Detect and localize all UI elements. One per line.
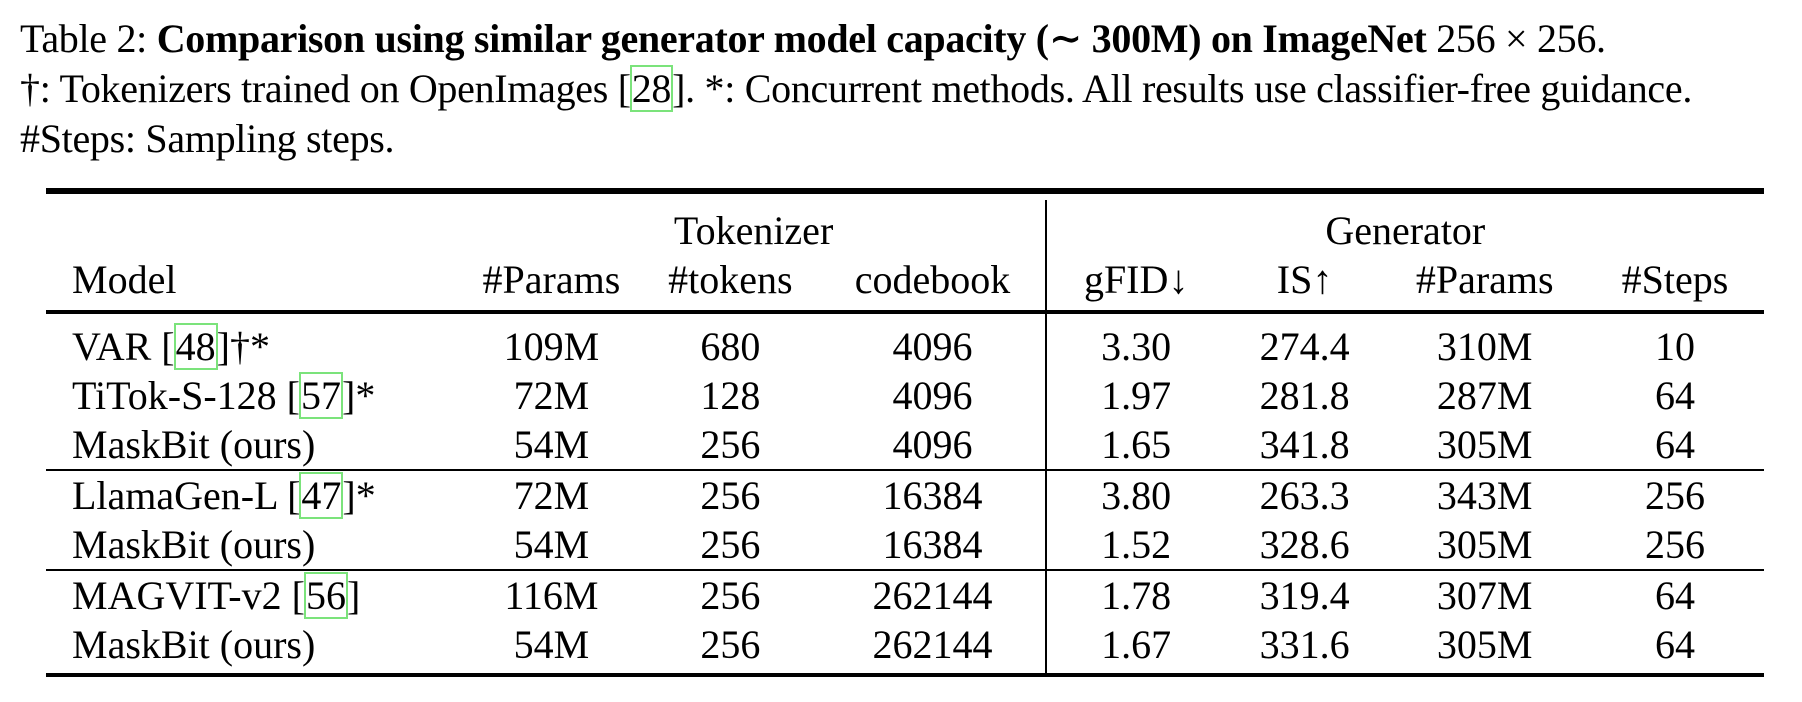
- steps-cell: 64: [1586, 620, 1764, 677]
- tokens-cell: 256: [640, 520, 821, 571]
- tokenizer-params-cell: 72M: [513, 473, 590, 518]
- codebook-cell: 262144: [820, 620, 1047, 677]
- caption-label: Table 2:: [20, 16, 147, 61]
- model-name-cell: MaskBit (ours): [46, 520, 463, 571]
- is-cell: 328.6: [1225, 520, 1384, 571]
- tokens-cell: 256: [640, 420, 821, 471]
- column-header-tokens: #tokens: [640, 255, 821, 314]
- generator-params-cell: 307M: [1436, 573, 1533, 618]
- codebook-cell: 4096: [820, 420, 1047, 471]
- steps-cell: 256: [1645, 473, 1706, 518]
- table-row: TiTok-S-128 [57]* 72M 128 4096 1.97 281.…: [46, 371, 1764, 420]
- caption-text-part1: †: Tokenizers trained on OpenImages [: [20, 66, 631, 111]
- column-header-generator-params: #Params: [1383, 255, 1587, 314]
- tokens-cell: 256: [700, 573, 761, 618]
- is-cell: 281.8: [1259, 373, 1350, 418]
- table-row: VAR [48]†* 109M 680 4096 3.30 274.4 310M…: [46, 312, 1764, 371]
- is-cell: 331.6: [1225, 620, 1384, 677]
- gfid-cell: 1.65: [1045, 420, 1226, 471]
- gfid-cell: 1.52: [1045, 520, 1226, 571]
- comparison-table: Tokenizer Generator Model #Params #token…: [46, 188, 1764, 677]
- is-cell: 263.3: [1259, 473, 1350, 518]
- gfid-cell: 3.30: [1101, 324, 1172, 369]
- gfid-cell: 1.97: [1101, 373, 1172, 418]
- column-header-is: IS↑: [1225, 255, 1384, 314]
- citation-link[interactable]: 57: [299, 372, 343, 419]
- model-name-cell: TiTok-S-128 [57]*: [72, 372, 376, 419]
- caption-resolution: 256 × 256.: [1436, 16, 1606, 61]
- model-name-cell: MAGVIT-v2 [56]: [72, 572, 361, 619]
- table-row: MaskBit (ours) 54M 256 4096 1.65 341.8 3…: [46, 420, 1764, 471]
- column-header-gfid: gFID↓: [1045, 255, 1226, 314]
- tokenizer-params-cell: 109M: [503, 324, 600, 369]
- codebook-cell: 16384: [820, 470, 1047, 520]
- column-header-tokenizer-params: #Params: [462, 255, 641, 314]
- tokenizer-params-cell: 54M: [462, 620, 641, 677]
- gfid-cell: 1.67: [1045, 620, 1226, 677]
- steps-cell: 64: [1655, 373, 1696, 418]
- is-cell: 341.8: [1225, 420, 1384, 471]
- caption-title: Comparison using similar generator model…: [156, 16, 1427, 61]
- group-header-generator: Generator: [1325, 208, 1486, 253]
- steps-cell: 64: [1655, 573, 1696, 618]
- citation-link[interactable]: 28: [629, 65, 674, 112]
- codebook-cell: 16384: [820, 520, 1047, 571]
- tokenizer-params-cell: 116M: [504, 573, 599, 618]
- tokenizer-params-cell: 54M: [462, 520, 641, 571]
- group-header-tokenizer: Tokenizer: [462, 200, 1047, 255]
- gfid-cell: 3.80: [1101, 473, 1172, 518]
- citation-link[interactable]: 48: [173, 323, 218, 370]
- is-cell: 319.4: [1259, 573, 1350, 618]
- codebook-cell: 262144: [820, 570, 1047, 620]
- steps-cell: 64: [1586, 420, 1764, 471]
- table-row: MaskBit (ours) 54M 256 262144 1.67 331.6…: [46, 620, 1764, 677]
- codebook-cell: 4096: [820, 312, 1047, 371]
- generator-params-cell: 287M: [1436, 373, 1533, 418]
- generator-params-cell: 310M: [1436, 324, 1533, 369]
- codebook-cell: 4096: [820, 371, 1047, 420]
- tokenizer-params-cell: 72M: [513, 373, 590, 418]
- model-name-cell: MaskBit (ours): [46, 620, 463, 677]
- column-header-steps: #Steps: [1586, 255, 1764, 314]
- tokens-cell: 128: [700, 373, 761, 418]
- citation-link[interactable]: 56: [303, 572, 348, 619]
- tokenizer-params-cell: 54M: [462, 420, 641, 471]
- steps-cell: 256: [1586, 520, 1764, 571]
- tokens-cell: 680: [700, 324, 761, 369]
- table-row: MaskBit (ours) 54M 256 16384 1.52 328.6 …: [46, 520, 1764, 571]
- table-row: LlamaGen-L [47]* 72M 256 16384 3.80 263.…: [46, 470, 1764, 520]
- caption-text-part2: ]. *: Concurrent methods. All results us…: [20, 66, 1693, 161]
- column-header-model: Model: [46, 255, 463, 314]
- table-row: MAGVIT-v2 [56] 116M 256 262144 1.78 319.…: [46, 570, 1764, 620]
- model-name-cell: MaskBit (ours): [46, 420, 463, 471]
- generator-params-cell: 305M: [1383, 420, 1587, 471]
- generator-params-cell: 343M: [1436, 473, 1533, 518]
- gfid-cell: 1.78: [1101, 573, 1172, 618]
- table-caption: Table 2: Comparison using similar genera…: [20, 14, 1790, 164]
- model-name-cell: VAR [48]†*: [72, 323, 270, 370]
- steps-cell: 10: [1655, 324, 1696, 369]
- generator-params-cell: 305M: [1383, 620, 1587, 677]
- citation-link[interactable]: 47: [299, 472, 344, 519]
- is-cell: 274.4: [1259, 324, 1350, 369]
- column-header-codebook: codebook: [820, 255, 1047, 314]
- generator-params-cell: 305M: [1383, 520, 1587, 571]
- model-name-cell: LlamaGen-L [47]*: [72, 472, 376, 519]
- tokens-cell: 256: [700, 473, 761, 518]
- tokens-cell: 256: [640, 620, 821, 677]
